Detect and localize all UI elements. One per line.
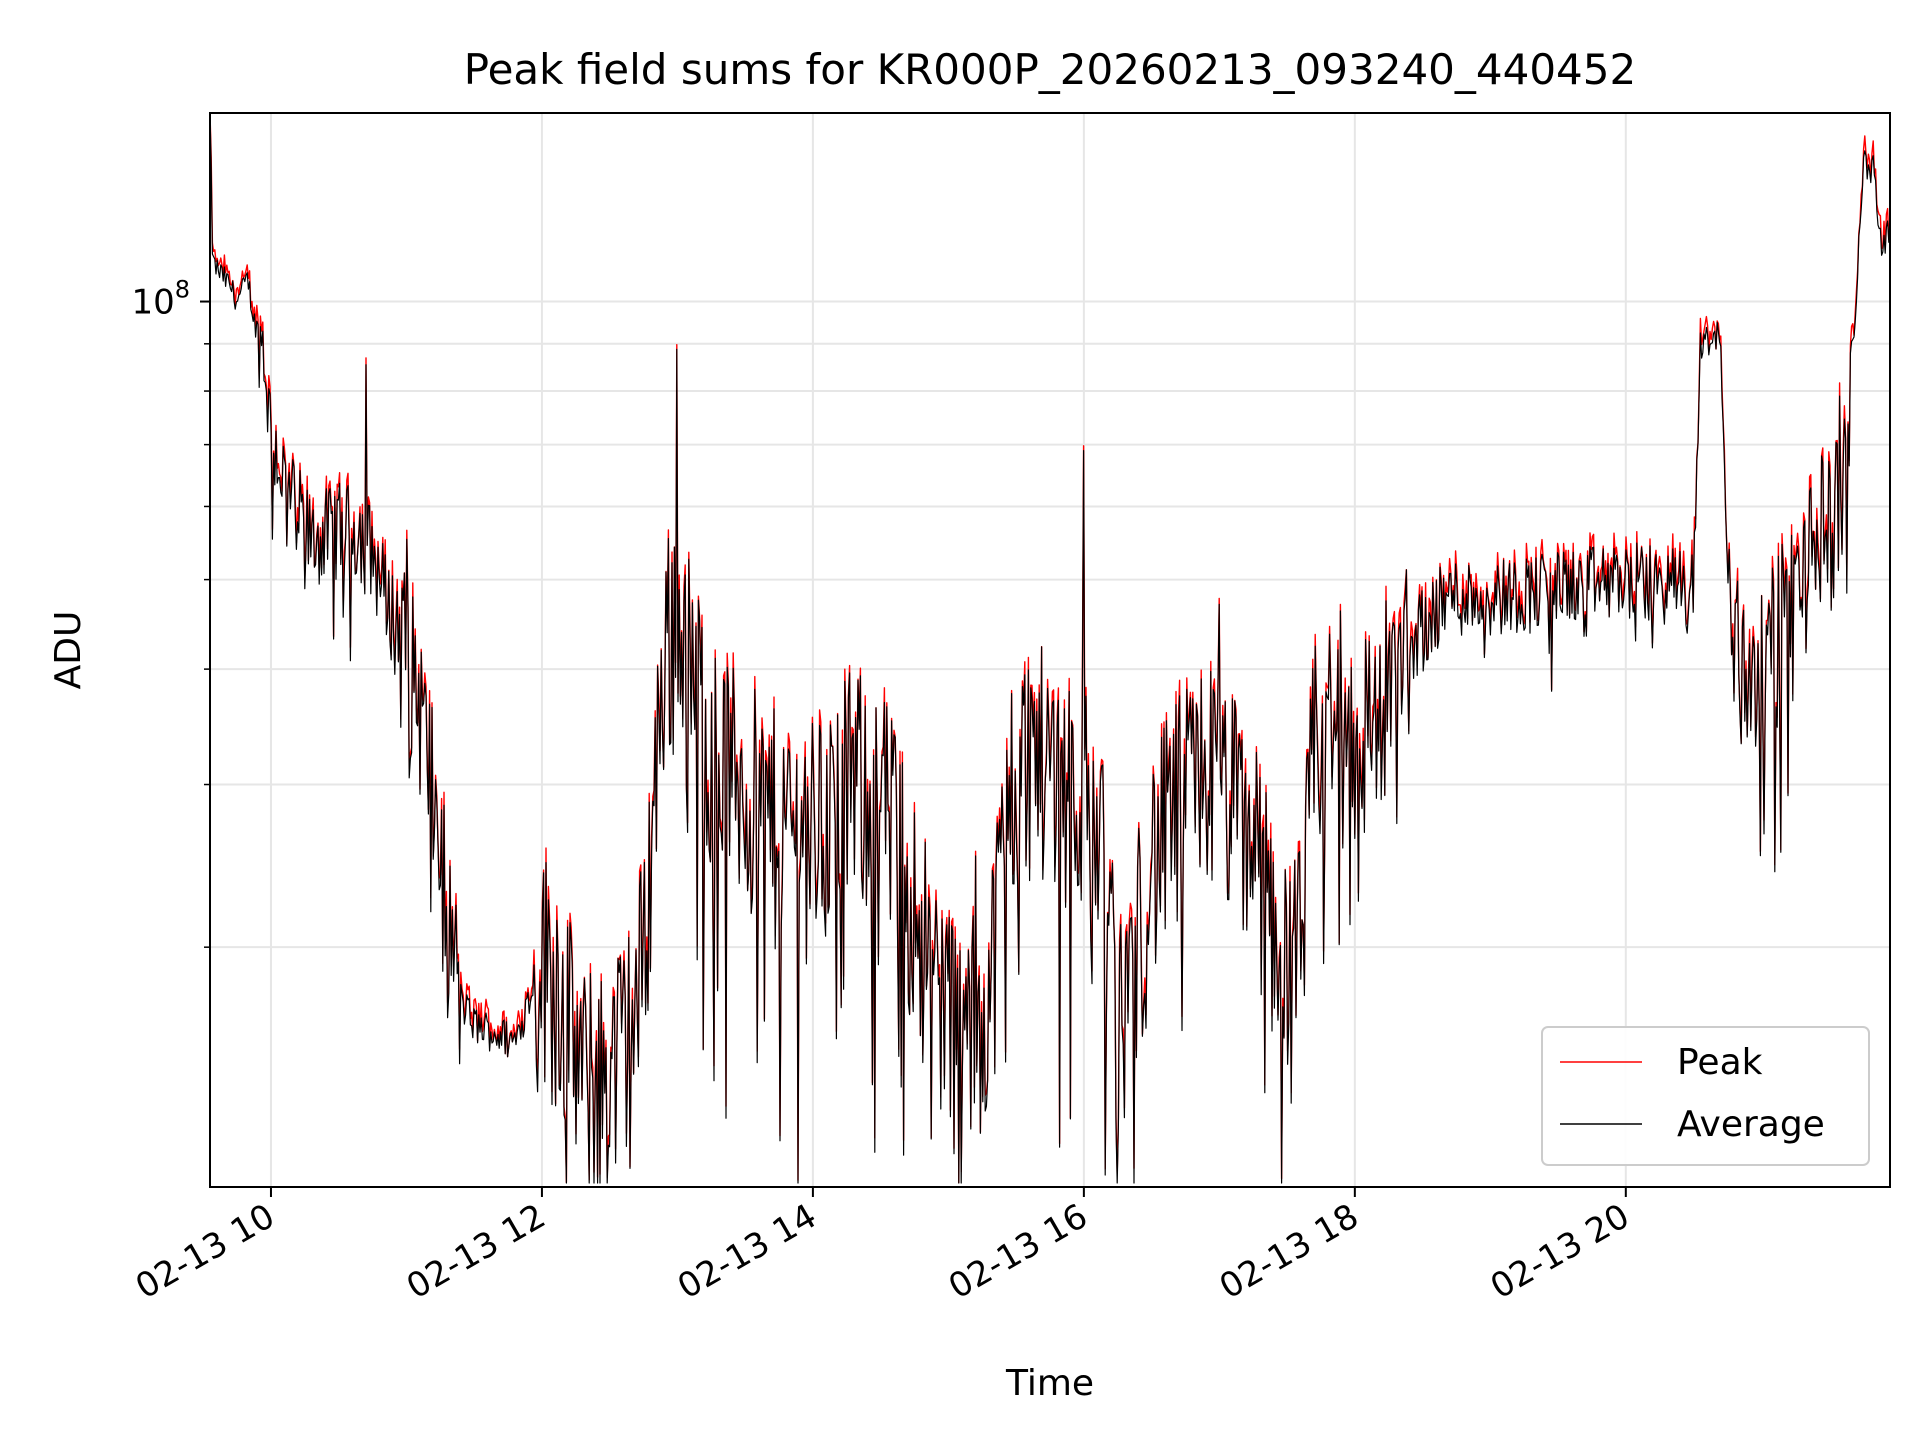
plot-frame [209, 112, 1891, 1188]
series-average-line [209, 112, 1891, 1184]
y-axis-label: ADU [48, 611, 89, 690]
y-tick-label: 108 [131, 276, 190, 323]
x-axis-label: Time [1005, 1363, 1094, 1404]
plot-series [209, 112, 1891, 1184]
legend-average-label: Average [1677, 1104, 1825, 1145]
chart-title: Peak field sums for KR000P_20260213_0932… [464, 45, 1636, 94]
legend-peak-label: Peak [1677, 1042, 1763, 1083]
legend: Peak Average [1541, 1026, 1870, 1166]
